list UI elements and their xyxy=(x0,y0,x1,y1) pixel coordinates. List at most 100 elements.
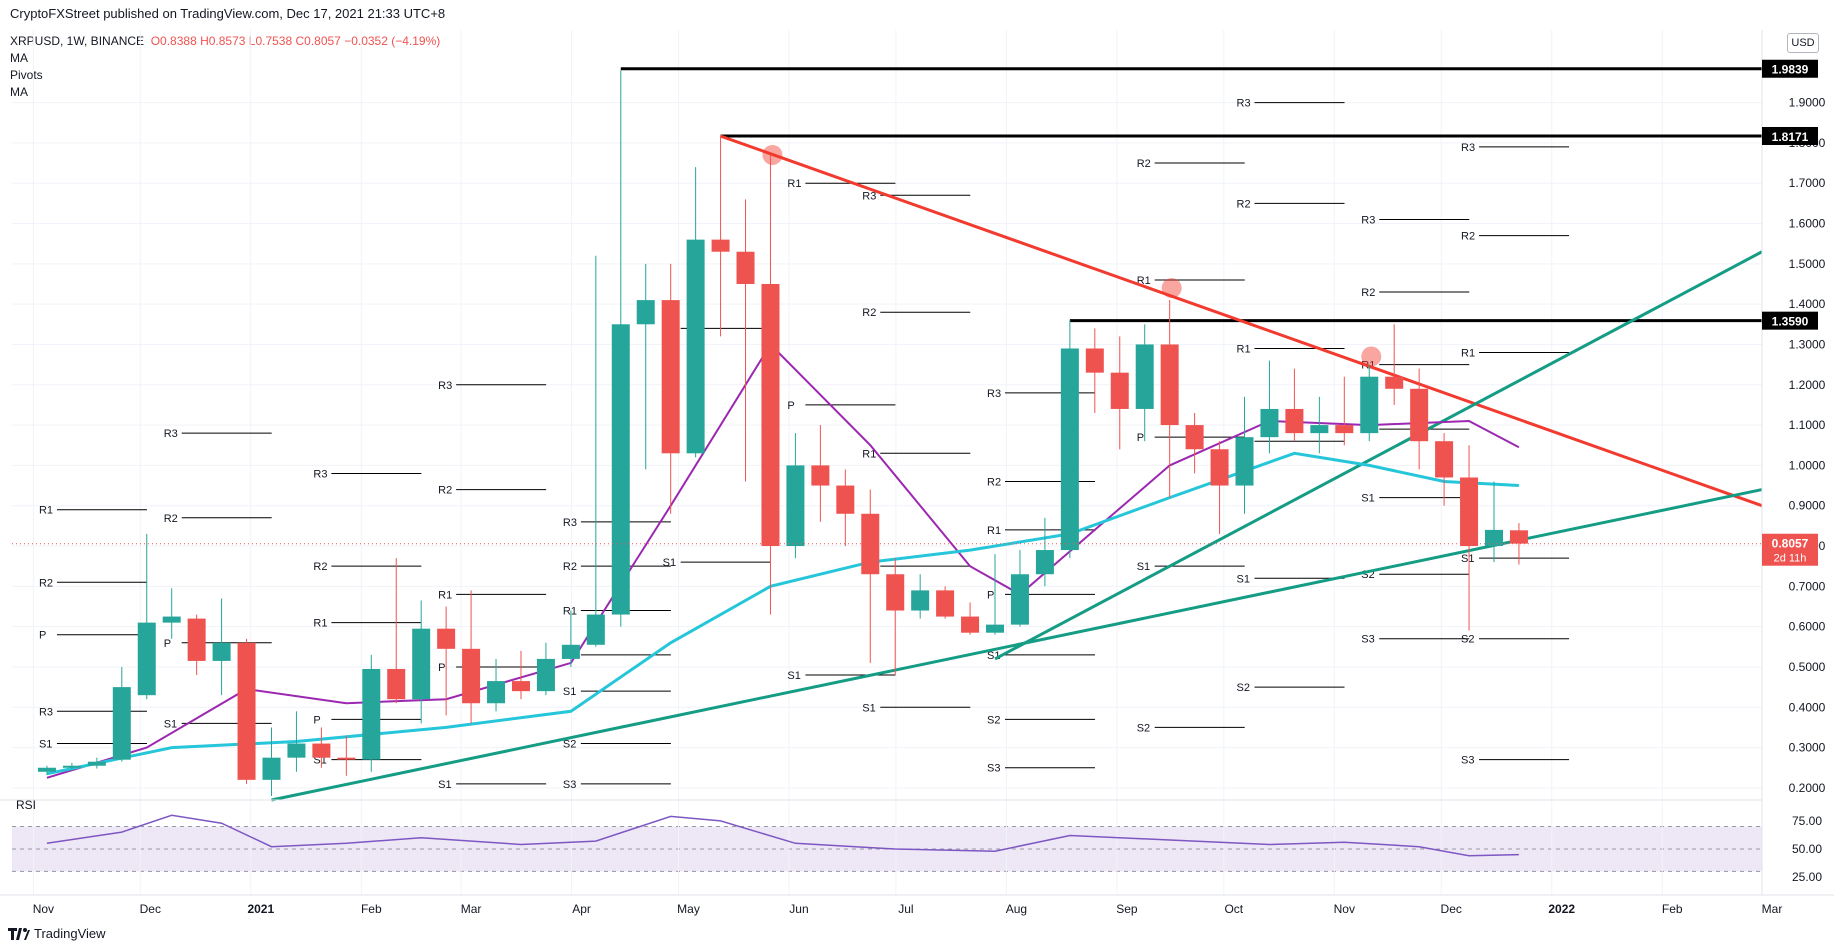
candle-body[interactable] xyxy=(487,681,506,704)
candle-body[interactable] xyxy=(87,761,106,766)
candle-body[interactable] xyxy=(636,300,655,325)
pivot-label: S1 xyxy=(563,686,576,698)
pivot-label: R2 xyxy=(987,477,1001,489)
candle-body[interactable] xyxy=(686,239,705,454)
candle-body[interactable] xyxy=(786,465,805,547)
candle-body[interactable] xyxy=(362,668,381,760)
candle-body[interactable] xyxy=(586,614,605,645)
candle-body[interactable] xyxy=(1235,437,1254,486)
y-tick-label: 0.3000 xyxy=(1789,741,1826,755)
candle-body[interactable] xyxy=(1010,574,1029,625)
candle-body[interactable] xyxy=(62,765,81,768)
candle-body[interactable] xyxy=(387,668,406,700)
candle-body[interactable] xyxy=(1160,344,1179,426)
candle-body[interactable] xyxy=(961,616,980,633)
y-tick-label: 0.4000 xyxy=(1789,700,1826,714)
candle-body[interactable] xyxy=(137,622,156,696)
pivot-label: S1 xyxy=(787,670,800,682)
candle-body[interactable] xyxy=(1135,344,1154,409)
moving-average-slow[interactable] xyxy=(46,451,1519,776)
pivot-label: P xyxy=(39,630,46,642)
candle-body[interactable] xyxy=(1035,550,1054,575)
candle-body[interactable] xyxy=(1435,441,1454,478)
candle-body[interactable] xyxy=(911,590,930,611)
candle-body[interactable] xyxy=(187,618,206,661)
candle-body[interactable] xyxy=(1335,425,1354,434)
candle-body[interactable] xyxy=(1460,477,1479,547)
legend-indicator-ma-2[interactable]: MA xyxy=(10,85,28,99)
currency-button[interactable]: USD xyxy=(1787,33,1819,53)
candle-body[interactable] xyxy=(1285,408,1304,434)
candle-body[interactable] xyxy=(1484,529,1503,547)
y-tick-label: 1.3000 xyxy=(1789,337,1826,351)
candle-body[interactable] xyxy=(811,465,830,486)
candle-body[interactable] xyxy=(561,644,580,659)
candle-body[interactable] xyxy=(936,590,955,617)
price-level-tag xyxy=(1762,59,1818,78)
descending-trendline[interactable] xyxy=(720,134,1763,508)
symbol-label[interactable]: XRPUSD, 1W, BINANCE xyxy=(10,34,145,48)
rsi-line[interactable] xyxy=(46,814,1519,857)
candle-body[interactable] xyxy=(1085,348,1104,373)
price-level-tag xyxy=(1762,126,1818,145)
candle-body[interactable] xyxy=(1360,376,1379,434)
candle-body[interactable] xyxy=(1210,449,1229,486)
candle-body[interactable] xyxy=(412,628,431,700)
pivot-label: S2 xyxy=(1237,682,1250,694)
candle-body[interactable] xyxy=(1060,348,1079,551)
candle-body[interactable] xyxy=(287,743,306,758)
candle-body[interactable] xyxy=(1260,408,1279,438)
pivot-label: P xyxy=(438,662,445,674)
candle-body[interactable] xyxy=(437,628,456,649)
pivot-label: R1 xyxy=(39,505,53,517)
legend-indicator-pivots[interactable]: Pivots xyxy=(10,68,43,82)
candle-body[interactable] xyxy=(536,658,555,692)
candle-body[interactable] xyxy=(711,239,730,252)
candle-body[interactable] xyxy=(886,574,905,611)
candle-body[interactable] xyxy=(761,283,780,547)
main-pane[interactable] xyxy=(0,0,1762,800)
candle-body[interactable] xyxy=(1509,530,1528,544)
y-tick-label: 1.0000 xyxy=(1789,458,1826,472)
ascending-trendline-lower[interactable] xyxy=(271,488,1763,802)
candle-body[interactable] xyxy=(37,767,56,772)
candle-body[interactable] xyxy=(1385,376,1404,389)
x-tick-label: Feb xyxy=(361,902,382,916)
candle-body[interactable] xyxy=(1410,388,1429,442)
candle-body[interactable] xyxy=(836,485,855,514)
pivot-label: R2 xyxy=(164,513,178,525)
ascending-trendline-upper[interactable] xyxy=(994,250,1763,661)
candle-body[interactable] xyxy=(1310,425,1329,434)
x-tick-label: Nov xyxy=(1334,902,1355,916)
candle-body[interactable] xyxy=(736,251,755,284)
pivot-label: S1 xyxy=(862,702,875,714)
legend-indicator-ma-1[interactable]: MA xyxy=(10,51,28,65)
candle-body[interactable] xyxy=(462,648,481,704)
y-tick-label: 1.9000 xyxy=(1789,96,1826,110)
candle-body[interactable] xyxy=(511,681,530,692)
candle-body[interactable] xyxy=(337,757,356,760)
candle-body[interactable] xyxy=(237,642,256,780)
candle-body[interactable] xyxy=(1110,372,1129,409)
current-price-tag xyxy=(1762,533,1818,566)
candle-body[interactable] xyxy=(312,743,331,758)
candle-body[interactable] xyxy=(861,513,880,575)
candle-body[interactable] xyxy=(212,642,231,661)
candle-body[interactable] xyxy=(262,757,281,780)
tradingview-logo-icon xyxy=(8,927,30,940)
y-tick-label: 0.9000 xyxy=(1789,499,1826,513)
candle-body[interactable] xyxy=(611,324,630,615)
candle-body[interactable] xyxy=(1185,425,1204,450)
candle-body[interactable] xyxy=(112,687,131,760)
y-tick-label: 0.5000 xyxy=(1789,660,1826,674)
candle-body[interactable] xyxy=(661,300,680,454)
y-tick-label: 1.5000 xyxy=(1789,257,1826,271)
candle-body[interactable] xyxy=(162,616,181,623)
candle-body[interactable] xyxy=(986,624,1005,633)
price-level-text: 1.9839 xyxy=(1772,63,1809,77)
rsi-tick-label: 75.00 xyxy=(1792,814,1822,828)
pivot-label: P xyxy=(787,400,794,412)
bar-countdown-text: 2d 11h xyxy=(1774,553,1807,565)
footer-brand: TradingView xyxy=(34,926,106,941)
